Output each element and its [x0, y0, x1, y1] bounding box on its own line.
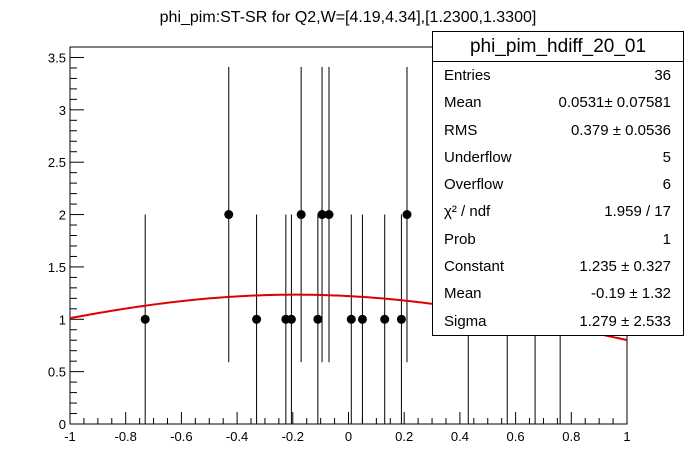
- data-point: [286, 314, 296, 324]
- stats-row-value: 0.379 ± 0.0536: [571, 121, 671, 139]
- x-tick-label: 0.8: [562, 429, 580, 444]
- stats-row-value: 6: [662, 176, 671, 194]
- stats-rows: Entries 36 Mean 0.0531± 0.07581 RMS 0.379 ± 0…: [433, 62, 683, 335]
- x-tick-label: -0.2: [282, 429, 304, 444]
- stats-row: Entries 36: [433, 62, 683, 89]
- stats-row-key: Overflow: [444, 176, 504, 194]
- stats-row: Sigma 1.279 ± 2.533: [433, 308, 683, 335]
- data-point: [313, 314, 323, 324]
- data-point: [380, 314, 390, 324]
- x-tick-label: 0.4: [451, 429, 469, 444]
- y-tick-label: 2: [59, 208, 66, 223]
- stats-row-key: Underflow: [444, 148, 512, 166]
- y-tick-label: 0: [59, 417, 66, 432]
- stats-row-key: Mean: [444, 285, 482, 303]
- y-tick-label: 0.5: [48, 365, 66, 380]
- stats-row-value: -0.19 ± 1.32: [591, 285, 671, 303]
- y-tick-label: 2.5: [48, 155, 66, 170]
- stats-row-value: 1.959 / 17: [604, 203, 671, 221]
- x-axis: -1 -0.8 -0.6 -0.4 -0.2 0 0.2 0.4 0.6 0.8 1: [64, 412, 631, 444]
- data-point: [140, 314, 150, 324]
- y-tick-label: 3.5: [48, 50, 66, 65]
- stats-row: χ² / ndf 1.959 / 17: [433, 198, 683, 225]
- y-tick-label: 3: [59, 103, 66, 118]
- data-point: [357, 314, 367, 324]
- x-tick-label: 0.2: [395, 429, 413, 444]
- stats-row: Overflow 6: [433, 171, 683, 198]
- stats-row: Prob 1: [433, 226, 683, 253]
- data-point: [346, 314, 356, 324]
- stats-box: phi_pim_hdiff_20_01 Entries 36 Mean 0.0531±…: [432, 31, 684, 336]
- chart-title: phi_pim:ST-SR for Q2,W=[4.19,4.34],[1.23…: [160, 9, 537, 26]
- stats-row: Mean -0.19 ± 1.32: [433, 280, 683, 307]
- stats-row-key: Mean: [444, 94, 482, 112]
- stats-histogram-name: phi_pim_hdiff_20_01: [433, 32, 683, 62]
- stats-row-value: 36: [654, 67, 671, 84]
- data-point: [396, 314, 406, 324]
- stats-row-key: Constant: [444, 258, 505, 276]
- y-axis: 0 0.5 1 1.5 2 2.5 3 3.5: [48, 46, 84, 432]
- stats-row: Mean 0.0531± 0.07581: [433, 89, 683, 116]
- data-point: [324, 210, 334, 220]
- stats-row-value: 0.0531± 0.07581: [558, 94, 672, 112]
- stats-row-value: 1.279 ± 2.533: [579, 312, 671, 330]
- data-point: [224, 210, 234, 220]
- stats-row: Constant 1.235 ± 0.327: [433, 253, 683, 280]
- y-tick-label: 1.5: [48, 260, 66, 275]
- x-tick-label: -0.8: [114, 429, 136, 444]
- stats-row: RMS 0.379 ± 0.0536: [433, 117, 683, 144]
- x-tick-label: 1: [623, 429, 630, 444]
- data-point: [296, 210, 306, 220]
- x-tick-label: -1: [64, 429, 76, 444]
- stats-row-value: 1.235 ± 0.327: [579, 258, 671, 276]
- data-points: [140, 210, 412, 324]
- stats-row-key: Prob: [444, 230, 476, 248]
- stats-row-key: Entries: [444, 67, 491, 84]
- stats-row-key: RMS: [444, 121, 478, 139]
- stats-row-key: Sigma: [444, 312, 487, 330]
- data-point: [317, 210, 327, 220]
- data-point: [402, 210, 412, 220]
- data-point: [252, 314, 262, 324]
- x-tick-label: -0.4: [226, 429, 248, 444]
- x-tick-label: 0: [345, 429, 352, 444]
- y-tick-label: 1: [59, 312, 66, 327]
- stats-row-value: 1: [662, 230, 671, 248]
- stats-row-key: χ² / ndf: [444, 203, 491, 221]
- stats-row-value: 5: [662, 148, 671, 166]
- x-tick-label: -0.6: [170, 429, 192, 444]
- x-tick-label: 0.6: [507, 429, 525, 444]
- stats-row: Underflow 5: [433, 144, 683, 171]
